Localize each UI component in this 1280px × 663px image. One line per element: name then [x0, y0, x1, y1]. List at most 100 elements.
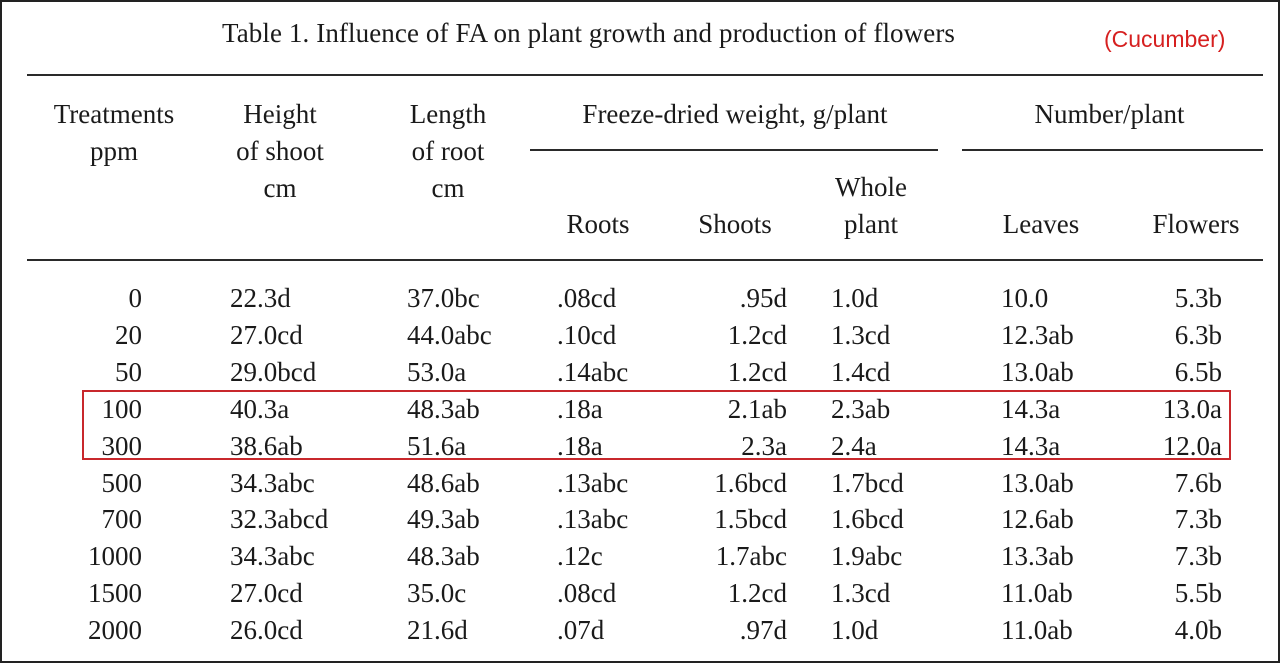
cell-flowers: 4.0b — [1174, 615, 1222, 646]
cell-flowers: 7.3b — [1174, 541, 1222, 572]
cell-roots: .14abc — [557, 356, 629, 387]
cell-length: 35.0c — [407, 578, 467, 609]
cell-leaves: 12.6ab — [1001, 504, 1074, 535]
cell-whole-plant: 1.6bcd — [831, 504, 904, 535]
freeze-dried-rule — [530, 149, 938, 151]
cell-shoots: .95d — [739, 283, 787, 313]
cell-leaves: 14.3a — [1001, 430, 1061, 461]
cell-height: 34.3abc — [230, 541, 315, 572]
cell-length: 21.6d — [407, 615, 468, 646]
cell-shoots: 1.5bcd — [714, 504, 787, 535]
header-length-line1: Length — [409, 99, 487, 129]
cell-height: 22.3d — [230, 283, 291, 313]
header-treatments-line1: Treatments — [53, 99, 175, 129]
cell-leaves: 13.3ab — [1001, 541, 1074, 572]
cell-whole-plant: 1.7bcd — [831, 467, 904, 498]
cell-treatment: 1500 — [88, 578, 142, 609]
header-length-line2: of root — [411, 136, 485, 166]
cell-treatment: 50 — [115, 356, 142, 387]
number-rule — [962, 149, 1263, 151]
cell-flowers: 7.3b — [1174, 504, 1222, 535]
cell-treatment: 0 — [128, 283, 143, 313]
cell-roots: .13abc — [557, 467, 629, 498]
cell-whole-plant: 1.9abc — [831, 541, 903, 572]
cell-height: 26.0cd — [230, 615, 303, 646]
cell-treatment: 20 — [115, 319, 142, 350]
cell-length: 48.3ab — [407, 393, 480, 424]
cell-roots: .18a — [557, 393, 603, 424]
cell-leaves: 11.0ab — [1001, 578, 1073, 609]
cell-treatment: 500 — [101, 467, 143, 498]
header-leaves: Leaves — [1002, 209, 1080, 239]
cell-leaves: 12.3ab — [1001, 319, 1074, 350]
cell-roots: .07d — [557, 615, 605, 646]
cell-treatment: 300 — [101, 430, 143, 461]
cell-shoots: 2.3a — [741, 430, 787, 461]
cell-flowers: 5.3b — [1174, 283, 1222, 313]
header-height-line3: cm — [263, 173, 297, 203]
cell-whole-plant: 1.3cd — [831, 319, 891, 350]
header-bottom-rule — [27, 259, 1263, 261]
cell-flowers: 6.5b — [1174, 356, 1222, 387]
header-treatments-line2: ppm — [89, 136, 138, 166]
header-shoots: Shoots — [698, 209, 772, 239]
cell-treatment: 1000 — [88, 541, 142, 572]
header-treatments: Treatments ppm — [24, 96, 204, 170]
cell-height: 27.0cd — [230, 319, 303, 350]
header-length: Length of root cm — [368, 96, 528, 207]
cell-height: 27.0cd — [230, 578, 303, 609]
cell-length: 49.3ab — [407, 504, 480, 535]
cell-flowers: 7.6b — [1174, 467, 1222, 498]
cell-roots: .10cd — [557, 319, 617, 350]
cell-treatment: 2000 — [88, 615, 142, 646]
cell-height: 38.6ab — [230, 430, 303, 461]
cell-leaves: 13.0ab — [1001, 356, 1074, 387]
cell-height: 29.0bcd — [230, 356, 317, 387]
cell-roots: .08cd — [557, 578, 617, 609]
cell-shoots: 1.7abc — [715, 541, 787, 572]
cell-whole-plant: 2.4a — [831, 430, 877, 461]
cell-leaves: 14.3a — [1001, 393, 1061, 424]
header-height-line1: Height — [243, 99, 317, 129]
cell-whole-plant: 1.0d — [831, 615, 879, 646]
cell-roots: .18a — [557, 430, 603, 461]
cell-length: 37.0bc — [407, 283, 480, 313]
cell-flowers: 5.5b — [1174, 578, 1222, 609]
cell-roots: .12c — [557, 541, 603, 572]
cell-roots: .08cd — [557, 283, 617, 313]
highlight-box — [82, 390, 1231, 460]
cell-leaves: 11.0ab — [1001, 615, 1073, 646]
header-whole-plant: Whole plant — [812, 169, 930, 243]
header-freeze-dried: Freeze-dried weight, g/plant — [582, 99, 888, 129]
header-height-line2: of shoot — [236, 136, 324, 166]
cell-whole-plant: 1.4cd — [831, 356, 891, 387]
header-whole-line2: plant — [844, 209, 898, 239]
cell-length: 48.3ab — [407, 541, 480, 572]
cell-shoots: 1.2cd — [727, 319, 787, 350]
cell-flowers: 6.3b — [1174, 319, 1222, 350]
cell-treatment: 100 — [101, 393, 143, 424]
cell-shoots: 1.2cd — [727, 578, 787, 609]
cell-leaves: 10.0 — [1001, 283, 1049, 313]
header-number: Number/plant — [1034, 99, 1185, 129]
cell-whole-plant: 1.0d — [831, 283, 879, 313]
cell-whole-plant: 2.3ab — [831, 393, 891, 424]
cell-length: 44.0abc — [407, 319, 492, 350]
cell-length: 53.0a — [407, 356, 467, 387]
crop-annotation: (Cucumber) — [1104, 26, 1226, 52]
cell-shoots: .97d — [739, 615, 787, 646]
header-whole-line1: Whole — [835, 172, 907, 202]
cell-height: 40.3a — [230, 393, 290, 424]
header-flowers: Flowers — [1152, 209, 1240, 239]
cell-shoots: 1.6bcd — [714, 467, 787, 498]
cell-length: 51.6a — [407, 430, 467, 461]
cell-roots: .13abc — [557, 504, 629, 535]
cell-length: 48.6ab — [407, 467, 480, 498]
cell-leaves: 13.0ab — [1001, 467, 1074, 498]
cell-flowers: 12.0a — [1162, 430, 1222, 461]
cell-treatment: 700 — [101, 504, 143, 535]
header-length-line3: cm — [431, 173, 465, 203]
cell-shoots: 2.1ab — [727, 393, 787, 424]
cell-whole-plant: 1.3cd — [831, 578, 891, 609]
